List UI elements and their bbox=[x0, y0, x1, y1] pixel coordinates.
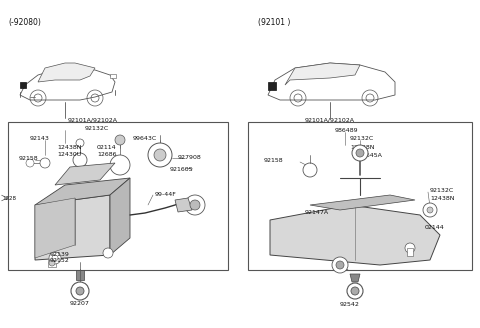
Text: 92152: 92152 bbox=[50, 258, 70, 263]
Circle shape bbox=[115, 135, 125, 145]
Polygon shape bbox=[310, 195, 415, 210]
Text: 92101A/92102A: 92101A/92102A bbox=[305, 117, 355, 122]
Circle shape bbox=[76, 139, 84, 147]
Polygon shape bbox=[268, 82, 276, 90]
Circle shape bbox=[49, 252, 61, 264]
Text: 13645A: 13645A bbox=[358, 153, 382, 158]
Polygon shape bbox=[175, 198, 192, 212]
Polygon shape bbox=[350, 274, 360, 282]
Text: (92101 ): (92101 ) bbox=[258, 18, 290, 27]
Text: 92158: 92158 bbox=[264, 158, 284, 163]
Text: 92143: 92143 bbox=[30, 136, 50, 141]
Circle shape bbox=[103, 248, 113, 258]
Polygon shape bbox=[285, 63, 360, 85]
Text: 92160S: 92160S bbox=[170, 167, 193, 172]
Text: 927908: 927908 bbox=[178, 155, 202, 160]
Text: 92132C: 92132C bbox=[85, 126, 109, 131]
Circle shape bbox=[336, 261, 344, 269]
Polygon shape bbox=[38, 63, 95, 82]
Circle shape bbox=[351, 287, 359, 295]
Text: 986489: 986489 bbox=[335, 128, 359, 133]
Polygon shape bbox=[110, 178, 130, 255]
Polygon shape bbox=[35, 198, 75, 258]
Circle shape bbox=[110, 155, 130, 175]
Circle shape bbox=[303, 163, 317, 177]
Text: 92542: 92542 bbox=[340, 302, 360, 307]
Text: 02114: 02114 bbox=[97, 145, 117, 150]
Polygon shape bbox=[20, 68, 115, 100]
Bar bbox=[248, 122, 472, 270]
Text: 99643C: 99643C bbox=[133, 136, 157, 141]
Text: 12438N: 12438N bbox=[57, 145, 82, 150]
Polygon shape bbox=[268, 63, 395, 100]
Circle shape bbox=[347, 283, 363, 299]
Text: 92132C: 92132C bbox=[350, 136, 374, 141]
Polygon shape bbox=[35, 178, 130, 205]
Circle shape bbox=[26, 159, 34, 167]
Circle shape bbox=[40, 158, 50, 168]
Circle shape bbox=[185, 195, 205, 215]
Text: 92139: 92139 bbox=[50, 252, 70, 257]
Circle shape bbox=[332, 257, 348, 273]
Polygon shape bbox=[110, 74, 116, 78]
Polygon shape bbox=[35, 195, 110, 260]
Text: (-92080): (-92080) bbox=[8, 18, 41, 27]
Text: 12438N: 12438N bbox=[430, 196, 455, 201]
Circle shape bbox=[356, 149, 364, 157]
Circle shape bbox=[154, 149, 166, 161]
Circle shape bbox=[190, 200, 200, 210]
Text: 12438N: 12438N bbox=[350, 145, 374, 150]
Text: 92101A/92102A: 92101A/92102A bbox=[68, 117, 118, 122]
Text: 02144: 02144 bbox=[425, 225, 445, 230]
Text: 99-44F: 99-44F bbox=[155, 192, 177, 197]
Circle shape bbox=[405, 243, 415, 253]
Text: 92207: 92207 bbox=[70, 301, 90, 306]
Circle shape bbox=[73, 153, 87, 167]
Circle shape bbox=[71, 282, 89, 300]
Text: 12686: 12686 bbox=[97, 152, 117, 157]
Text: 92132C: 92132C bbox=[430, 188, 454, 193]
Polygon shape bbox=[270, 205, 440, 265]
Circle shape bbox=[52, 255, 58, 261]
Polygon shape bbox=[55, 163, 115, 185]
Circle shape bbox=[49, 260, 55, 266]
Circle shape bbox=[352, 145, 368, 161]
Text: 92147A: 92147A bbox=[305, 210, 329, 215]
Circle shape bbox=[423, 203, 437, 217]
Circle shape bbox=[427, 207, 433, 213]
Circle shape bbox=[76, 287, 84, 295]
Polygon shape bbox=[76, 270, 84, 280]
Circle shape bbox=[148, 143, 172, 167]
Text: 1228: 1228 bbox=[2, 195, 16, 200]
Polygon shape bbox=[48, 260, 56, 267]
Text: 92158: 92158 bbox=[19, 156, 38, 161]
Text: 12430U: 12430U bbox=[57, 152, 81, 157]
Polygon shape bbox=[20, 82, 26, 88]
Polygon shape bbox=[407, 248, 413, 256]
Bar bbox=[8, 122, 228, 270]
